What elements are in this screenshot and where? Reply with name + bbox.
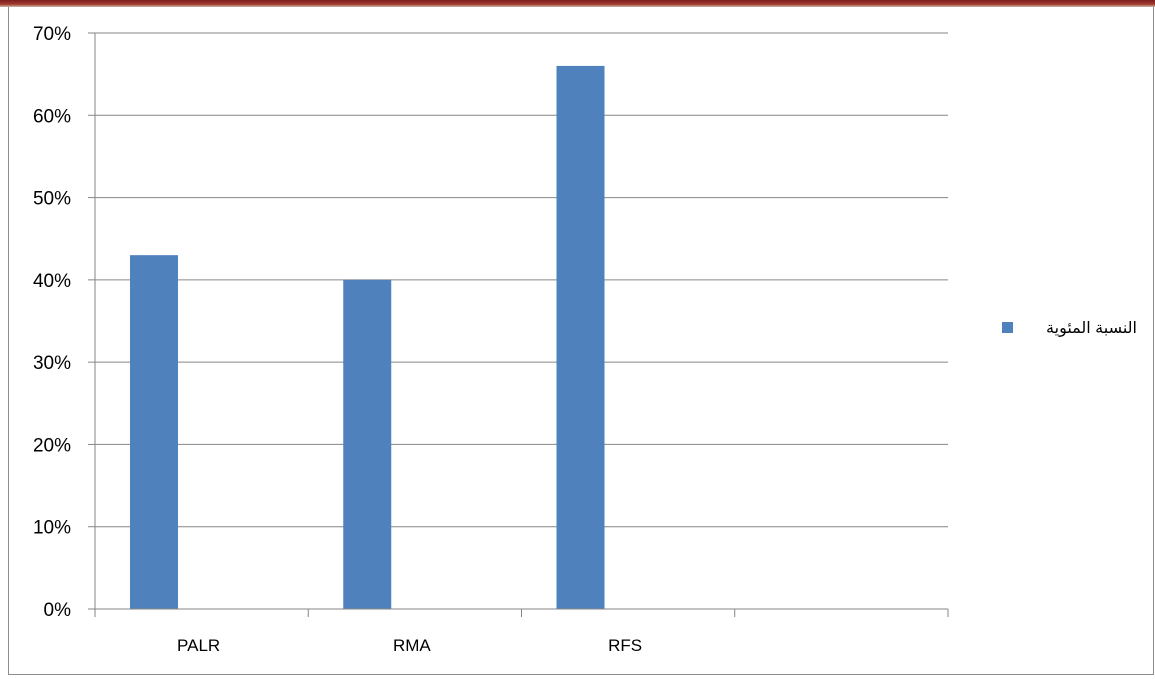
legend: النسبة المئوية (1002, 320, 1137, 338)
y-tick-label: 0% (44, 600, 72, 621)
x-tick-label: RMA (393, 636, 431, 655)
y-tick-label: 30% (33, 353, 71, 374)
legend-label: النسبة المئوية (1046, 320, 1137, 338)
y-tick-label: 20% (33, 435, 71, 456)
axes (94, 33, 949, 617)
bars (130, 65, 605, 609)
x-tick-label: PALR (177, 636, 220, 655)
x-tick-label: RFS (608, 636, 642, 655)
y-tick-label: 10% (33, 518, 71, 539)
window-top-band (0, 0, 1155, 7)
y-tick-label: 40% (33, 271, 71, 292)
x-tick-labels: PALR RMA RFS (177, 636, 642, 655)
y-tick-label: 70% (33, 24, 71, 45)
bar-palr (130, 255, 178, 609)
legend-swatch (1002, 322, 1013, 333)
bar-rfs (556, 65, 605, 609)
y-tick-label: 50% (33, 189, 71, 210)
y-tick-labels: 0% 10% 20% 30% 40% 50% 60% 70% (33, 24, 71, 621)
y-tick-label: 60% (33, 106, 71, 127)
gridlines (88, 32, 948, 610)
bar-rma (343, 279, 392, 609)
